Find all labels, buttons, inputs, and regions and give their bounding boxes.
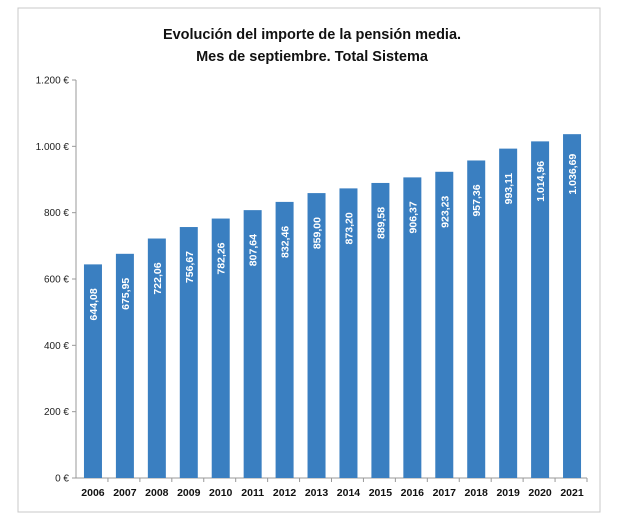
y-tick-label: 400 € [44, 341, 69, 352]
data-label: 923,23 [439, 196, 451, 228]
x-tick-label: 2016 [401, 487, 425, 499]
data-label: 722,06 [152, 262, 164, 294]
x-tick-label: 2014 [337, 487, 361, 499]
x-tick-label: 2009 [177, 487, 201, 499]
x-tick-label: 2021 [560, 487, 584, 499]
bar-2007 [115, 253, 134, 478]
bar-2016 [403, 177, 422, 479]
data-label: 993,11 [503, 173, 515, 205]
bar-2017 [435, 171, 454, 478]
chart-title: Evolución del importe de la pensión medi… [163, 27, 461, 43]
data-label: 906,37 [407, 201, 419, 233]
bar-2019 [499, 148, 518, 478]
data-label: 675,95 [120, 278, 132, 310]
data-label: 1.036,69 [567, 154, 579, 195]
y-tick-label: 200 € [44, 407, 69, 418]
bar-2014 [339, 188, 358, 478]
data-label: 889,58 [375, 207, 387, 239]
bar-2010 [211, 218, 230, 479]
x-tick-label: 2010 [209, 487, 233, 499]
data-label: 644,08 [88, 288, 100, 320]
data-label: 832,46 [280, 226, 292, 258]
bar-2011 [243, 210, 262, 478]
bar-2012 [275, 201, 294, 479]
data-label: 807,64 [248, 234, 260, 266]
x-tick-label: 2017 [433, 487, 457, 499]
y-tick-label: 800 € [44, 208, 69, 219]
bar-2013 [307, 193, 326, 478]
x-tick-label: 2012 [273, 487, 297, 499]
bar-2018 [467, 160, 486, 479]
y-tick-label: 0 € [55, 474, 69, 485]
data-label: 1.014,96 [535, 161, 547, 202]
x-tick-label: 2008 [145, 487, 169, 499]
x-tick-label: 2006 [81, 487, 105, 499]
y-tick-label: 1.200 € [36, 76, 70, 87]
y-tick-label: 1.000 € [36, 142, 70, 153]
bar-2009 [179, 227, 198, 478]
data-label: 859,00 [312, 217, 324, 249]
data-label: 873,20 [343, 212, 355, 244]
x-tick-label: 2015 [369, 487, 393, 499]
bar-2006 [83, 264, 102, 478]
chart-subtitle: Mes de septiembre. Total Sistema [196, 49, 429, 65]
x-tick-label: 2011 [241, 487, 264, 499]
bar-2008 [147, 238, 166, 478]
bar-2015 [371, 182, 390, 478]
x-tick-label: 2020 [528, 487, 552, 499]
data-label: 782,26 [216, 242, 228, 274]
x-tick-label: 2007 [113, 487, 137, 499]
x-tick-label: 2018 [465, 487, 489, 499]
x-tick-label: 2019 [496, 487, 520, 499]
x-tick-label: 2013 [305, 487, 329, 499]
y-tick-label: 600 € [44, 275, 69, 286]
data-label: 957,36 [471, 184, 483, 216]
bar-2021 [563, 134, 582, 478]
data-label: 756,67 [184, 251, 196, 283]
bar-2020 [531, 141, 550, 479]
